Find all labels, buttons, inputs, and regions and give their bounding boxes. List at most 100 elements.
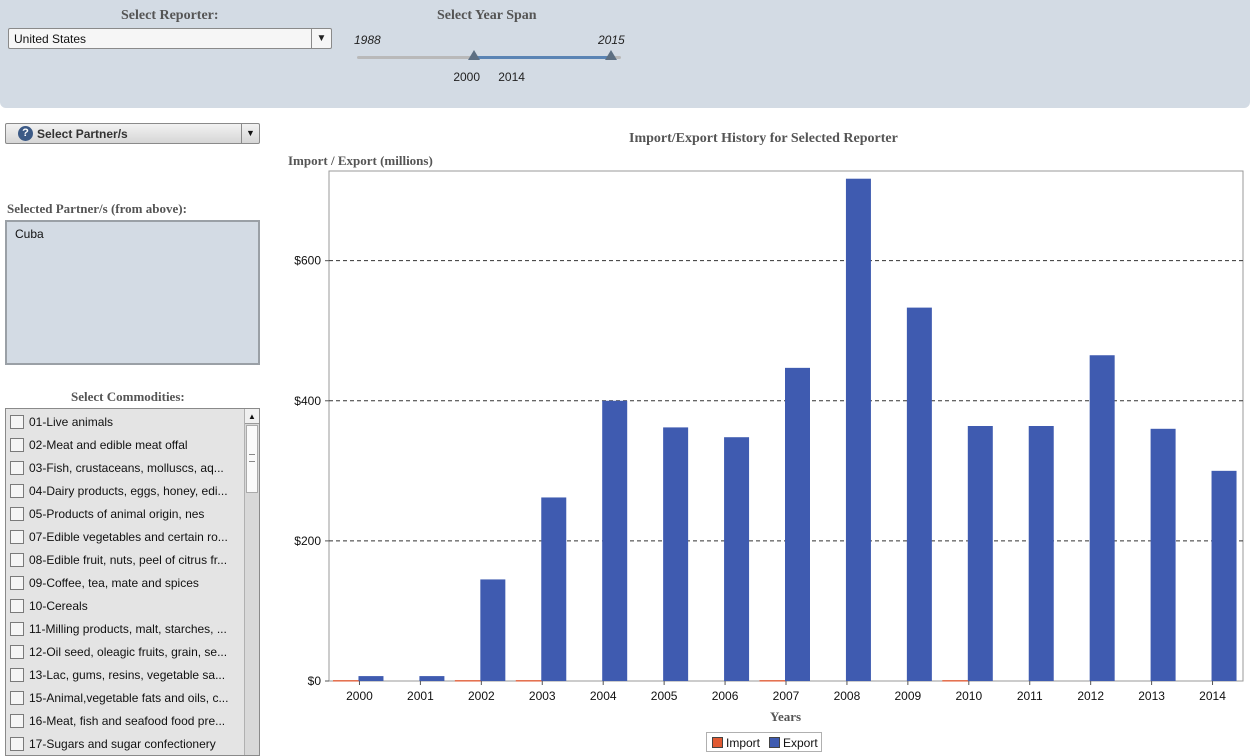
year-max-label: 2015 bbox=[598, 33, 625, 47]
year-span-label: Select Year Span bbox=[437, 8, 537, 23]
bar-export bbox=[1211, 470, 1237, 681]
commodity-item[interactable]: 02-Meat and edible meat offal bbox=[9, 435, 241, 455]
commodity-label: 01-Live animals bbox=[29, 415, 114, 429]
commodity-item[interactable]: 17-Sugars and sugar confectionery bbox=[9, 734, 241, 754]
year-start-value: 2000 bbox=[453, 70, 481, 84]
commodity-label: 15-Animal,vegetable fats and oils, c... bbox=[29, 691, 229, 705]
bar-export bbox=[785, 367, 810, 681]
chevron-down-icon[interactable]: ▼ bbox=[241, 124, 259, 143]
slider-start-handle[interactable] bbox=[468, 50, 481, 60]
commodity-label: 03-Fish, crustaceans, molluscs, aq... bbox=[29, 461, 224, 475]
x-tick-label: 2006 bbox=[712, 689, 739, 703]
scroll-up-arrow-icon[interactable]: ▲ bbox=[245, 409, 259, 424]
commodity-checkbox[interactable] bbox=[10, 415, 24, 429]
reporter-value: United States bbox=[14, 32, 87, 46]
commodity-item[interactable]: 09-Coffee, tea, mate and spices bbox=[9, 573, 241, 593]
commodity-label: 17-Sugars and sugar confectionery bbox=[29, 737, 216, 751]
bar-export bbox=[602, 400, 628, 681]
bar-export bbox=[1028, 426, 1054, 681]
x-tick-label: 2001 bbox=[407, 689, 434, 703]
bar-chart: $0 $200 $400 $600 2000 2001 2002 2003 2004 2005 20… bbox=[294, 170, 1244, 703]
commodity-checkbox[interactable] bbox=[10, 507, 24, 521]
commodity-item[interactable]: 01-Live animals bbox=[9, 412, 241, 432]
year-end-value: 2014 bbox=[498, 70, 525, 84]
y-tick-label: $600 bbox=[294, 254, 321, 268]
year-range-slider[interactable] bbox=[357, 50, 621, 60]
y-tick-label: $0 bbox=[308, 674, 322, 688]
bar-export bbox=[967, 426, 993, 681]
chart-legend: Import Export bbox=[706, 732, 822, 752]
commodity-item[interactable]: 08-Edible fruit, nuts, peel of citrus fr… bbox=[9, 550, 241, 570]
x-tick-label: 2013 bbox=[1138, 689, 1165, 703]
commodity-checkbox[interactable] bbox=[10, 714, 24, 728]
reporter-select[interactable]: United States ▼ bbox=[8, 28, 332, 49]
commodity-checkbox[interactable] bbox=[10, 484, 24, 498]
commodity-label: 07-Edible vegetables and certain ro... bbox=[29, 530, 228, 544]
commodity-item[interactable]: 03-Fish, crustaceans, molluscs, aq... bbox=[9, 458, 241, 478]
scrollbar-thumb[interactable] bbox=[246, 425, 258, 493]
commodity-checkbox[interactable] bbox=[10, 530, 24, 544]
selected-partners-list[interactable]: Cuba bbox=[5, 220, 260, 365]
commodity-checkbox[interactable] bbox=[10, 461, 24, 475]
commodity-checkbox[interactable] bbox=[10, 668, 24, 682]
bar-export bbox=[906, 307, 932, 681]
bar-export bbox=[541, 497, 567, 681]
bar-export bbox=[724, 437, 750, 681]
legend-label-export: Export bbox=[783, 736, 818, 750]
commodity-item[interactable]: 12-Oil seed, oleagic fruits, grain, se..… bbox=[9, 642, 241, 662]
x-tick-label: 2004 bbox=[590, 689, 617, 703]
commodity-label: 12-Oil seed, oleagic fruits, grain, se..… bbox=[29, 645, 228, 659]
help-icon: ? bbox=[18, 126, 33, 141]
commodity-checkbox[interactable] bbox=[10, 691, 24, 705]
commodity-label: 11-Milling products, malt, starches, ... bbox=[29, 622, 227, 636]
x-tick-label: 2009 bbox=[895, 689, 922, 703]
selected-partners-label: Selected Partner/s (from above): bbox=[7, 201, 187, 216]
commodity-checkbox[interactable] bbox=[10, 737, 24, 751]
commodity-checkbox[interactable] bbox=[10, 438, 24, 452]
legend-swatch-import bbox=[712, 737, 723, 748]
commodity-item[interactable]: 11-Milling products, malt, starches, ... bbox=[9, 619, 241, 639]
x-tick-label: 2012 bbox=[1077, 689, 1104, 703]
commodities-scrollbar[interactable]: ▲ bbox=[244, 409, 259, 755]
commodity-checkbox[interactable] bbox=[10, 599, 24, 613]
x-tick-label: 2003 bbox=[529, 689, 556, 703]
x-tick-label: 2002 bbox=[468, 689, 495, 703]
reporter-label: Select Reporter: bbox=[121, 8, 219, 23]
commodities-list[interactable]: 17-Sugars and sugar confectionery 16-Meat… bbox=[5, 408, 260, 756]
commodity-item[interactable]: 13-Lac, gums, resins, vegetable sa... bbox=[9, 665, 241, 685]
commodity-checkbox[interactable] bbox=[10, 645, 24, 659]
commodity-item[interactable]: 05-Products of animal origin, nes bbox=[9, 504, 241, 524]
x-tick-label: 2005 bbox=[651, 689, 678, 703]
slider-selected-range bbox=[474, 56, 612, 59]
commodity-item[interactable]: 16-Meat, fish and seafood food pre... bbox=[9, 711, 241, 731]
commodity-label: 16-Meat, fish and seafood food pre... bbox=[29, 714, 226, 728]
chevron-down-icon[interactable]: ▼ bbox=[311, 29, 331, 48]
bar-export bbox=[480, 579, 506, 681]
commodity-label: 10-Cereals bbox=[29, 599, 88, 613]
commodity-item[interactable]: 10-Cereals bbox=[9, 596, 241, 616]
bar-export bbox=[358, 676, 384, 681]
commodity-label: 04-Dairy products, eggs, honey, edi... bbox=[29, 484, 228, 498]
x-tick-label: 2000 bbox=[346, 689, 373, 703]
commodity-item[interactable]: 07-Edible vegetables and certain ro... bbox=[9, 527, 241, 547]
commodity-checkbox[interactable] bbox=[10, 622, 24, 636]
legend-label-import: Import bbox=[726, 736, 761, 750]
y-tick-label: $400 bbox=[294, 394, 321, 408]
x-tick-label: 2010 bbox=[955, 689, 982, 703]
commodity-item[interactable]: 04-Dairy products, eggs, honey, edi... bbox=[9, 481, 241, 501]
slider-end-handle[interactable] bbox=[605, 50, 618, 60]
bar-export bbox=[663, 427, 689, 681]
selected-partner-item[interactable]: Cuba bbox=[15, 227, 44, 241]
commodity-label: 08-Edible fruit, nuts, peel of citrus fr… bbox=[29, 553, 228, 567]
filter-panel: Select Reporter: United States ▼ Select … bbox=[0, 0, 1250, 108]
commodity-checkbox[interactable] bbox=[10, 576, 24, 590]
partner-select-label: Select Partner/s bbox=[37, 127, 128, 141]
partner-select-button[interactable]: ? Select Partner/s ▼ bbox=[5, 123, 260, 144]
y-tick-label: $200 bbox=[294, 534, 321, 548]
bar-export bbox=[1089, 355, 1115, 681]
commodity-checkbox[interactable] bbox=[10, 553, 24, 567]
commodity-label: 05-Products of animal origin, nes bbox=[29, 507, 205, 521]
commodity-item[interactable]: 15-Animal,vegetable fats and oils, c... bbox=[9, 688, 241, 708]
x-tick-label: 2008 bbox=[834, 689, 861, 703]
bar-export bbox=[845, 178, 871, 681]
